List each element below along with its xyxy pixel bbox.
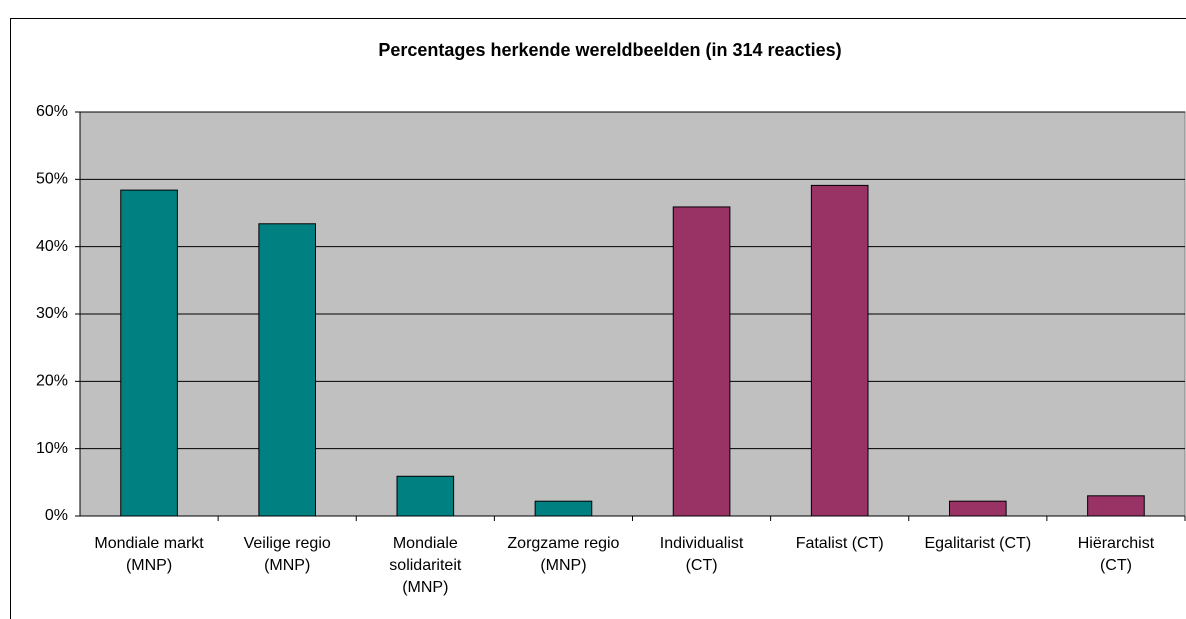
bar: [1087, 495, 1145, 517]
x-tick-label: Hiërarchist (CT): [1078, 535, 1155, 574]
bar: [258, 223, 317, 517]
bar: [534, 500, 593, 517]
chart-title: Percentages herkende wereldbeelden (in 3…: [378, 40, 841, 60]
x-tick-label: Mondiale solidariteit (MNP): [389, 535, 462, 596]
y-tick-label: 30%: [36, 305, 68, 322]
y-tick-label: 50%: [36, 171, 68, 188]
x-tick-label: Fatalist (CT): [796, 535, 884, 552]
bar: [810, 184, 869, 517]
x-tick-label: Mondiale markt (MNP): [94, 535, 204, 574]
x-tick-label: Egalitarist (CT): [924, 535, 1031, 552]
y-tick-label: 40%: [36, 238, 68, 255]
x-tick-label: Veilige regio (MNP): [244, 535, 331, 574]
x-tick-label: Individualist (CT): [660, 535, 744, 574]
y-tick-label: 20%: [36, 373, 68, 390]
bar: [120, 189, 178, 517]
x-tick-label: Zorgzame regio (MNP): [507, 535, 619, 574]
bar: [948, 500, 1007, 517]
y-tick-label: 10%: [36, 440, 68, 457]
y-tick-label: 0%: [45, 507, 68, 524]
bar: [672, 206, 731, 517]
bar: [396, 475, 455, 517]
y-tick-label: 60%: [36, 103, 68, 120]
